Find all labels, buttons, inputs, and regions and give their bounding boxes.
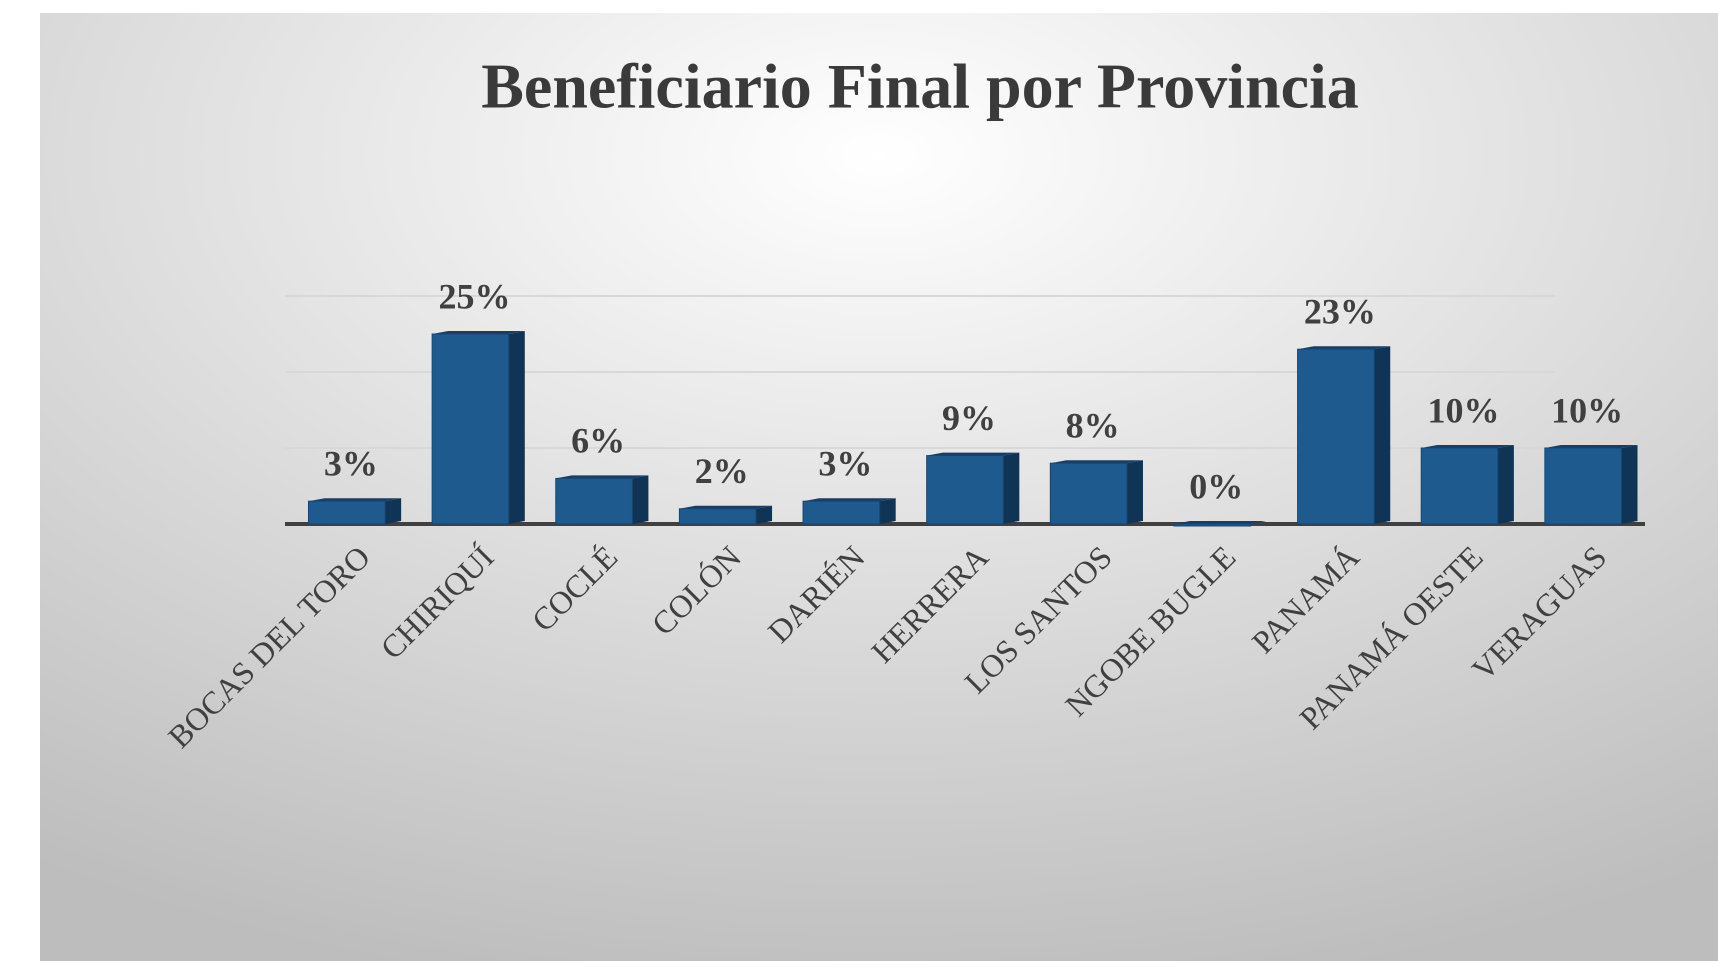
data-label: 9% bbox=[942, 398, 996, 438]
bar-top bbox=[926, 452, 1020, 456]
bar bbox=[1297, 346, 1391, 525]
bar-front bbox=[431, 333, 510, 525]
bar-front bbox=[1544, 447, 1623, 525]
bar-front bbox=[678, 508, 757, 525]
data-label: 8% bbox=[1066, 405, 1120, 445]
data-label: 3% bbox=[324, 443, 378, 483]
bar-side bbox=[385, 498, 402, 524]
bar-side bbox=[1374, 346, 1391, 524]
bar-front bbox=[802, 500, 881, 525]
bar-front bbox=[926, 455, 1004, 525]
bar bbox=[555, 475, 649, 525]
data-label: 0% bbox=[1189, 466, 1243, 506]
bar-side bbox=[1126, 460, 1143, 524]
bar-top bbox=[1544, 445, 1638, 448]
chart-title: Beneficiario Final por Provincia bbox=[481, 51, 1359, 122]
data-label: 23% bbox=[1304, 291, 1376, 331]
bar-top bbox=[1297, 346, 1391, 350]
bar-front bbox=[1420, 447, 1499, 525]
bar-side bbox=[508, 331, 525, 524]
bar-front bbox=[555, 477, 633, 525]
bar bbox=[802, 498, 896, 525]
bar-side bbox=[879, 498, 896, 524]
data-label: 10% bbox=[1551, 390, 1623, 430]
bar-front bbox=[307, 500, 386, 525]
bar-side bbox=[756, 505, 773, 524]
bar-front bbox=[1173, 523, 1252, 527]
bar-side bbox=[1003, 452, 1020, 524]
bar-top bbox=[308, 498, 402, 502]
bar-top bbox=[1421, 445, 1514, 448]
bar bbox=[431, 331, 525, 525]
data-label: 2% bbox=[695, 451, 749, 491]
bar bbox=[307, 498, 402, 525]
bar-top bbox=[1050, 460, 1143, 464]
bar-side bbox=[1621, 445, 1638, 524]
bar-top bbox=[555, 475, 649, 479]
bar bbox=[1420, 445, 1514, 525]
bar-top bbox=[679, 505, 773, 509]
bar bbox=[1049, 460, 1143, 525]
bar bbox=[926, 452, 1020, 525]
bar-front bbox=[1297, 348, 1375, 525]
bar-side bbox=[632, 475, 649, 524]
bar-top bbox=[803, 498, 896, 502]
bar-top bbox=[1173, 521, 1267, 524]
data-label: 3% bbox=[818, 443, 872, 483]
data-label: 10% bbox=[1428, 390, 1500, 430]
bar bbox=[1544, 445, 1638, 525]
data-label: 25% bbox=[438, 276, 510, 316]
bar-front bbox=[1049, 462, 1128, 525]
bar bbox=[1173, 521, 1267, 527]
bar-top bbox=[432, 331, 525, 334]
bar-side bbox=[1497, 445, 1514, 524]
data-label: 6% bbox=[571, 421, 625, 461]
bar bbox=[678, 505, 773, 525]
